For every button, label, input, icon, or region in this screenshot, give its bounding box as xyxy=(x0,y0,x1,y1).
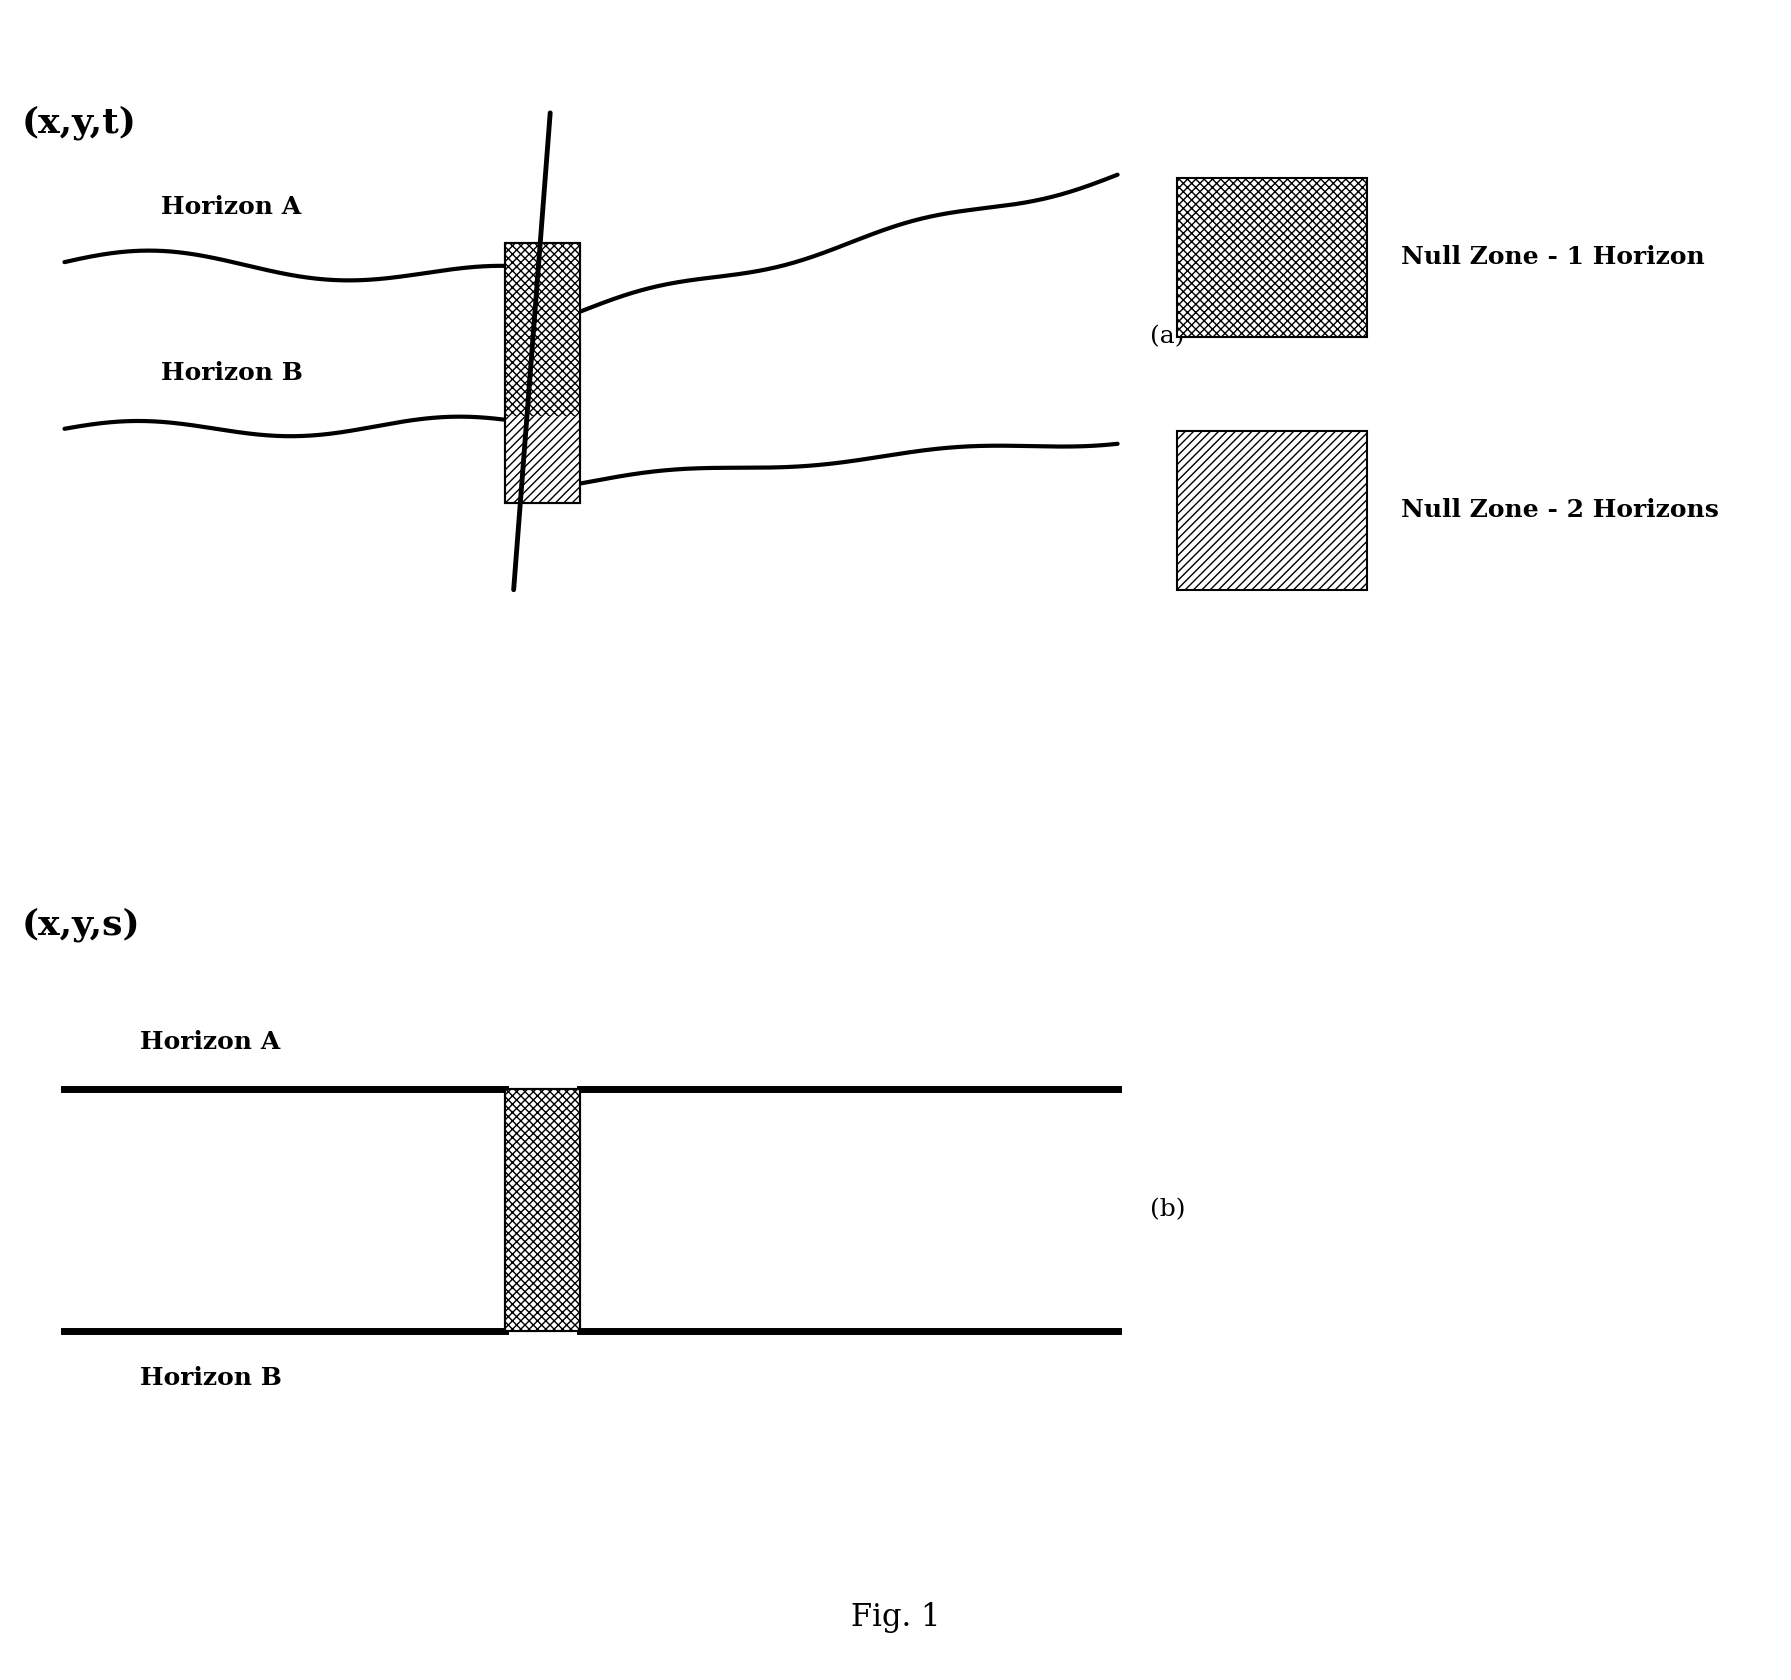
Bar xyxy=(1177,178,1367,336)
Text: Null Zone - 2 Horizons: Null Zone - 2 Horizons xyxy=(1401,499,1719,522)
Bar xyxy=(505,244,580,502)
Text: (x,y,s): (x,y,s) xyxy=(21,907,140,942)
Text: Horizon B: Horizon B xyxy=(161,361,303,385)
Bar xyxy=(505,417,580,502)
Text: Null Zone - 1 Horizon: Null Zone - 1 Horizon xyxy=(1401,245,1705,269)
Text: Horizon A: Horizon A xyxy=(140,1030,279,1053)
Text: (b): (b) xyxy=(1150,1198,1186,1221)
Bar xyxy=(505,1089,580,1331)
Bar xyxy=(505,244,580,417)
Bar xyxy=(505,1089,580,1331)
Bar xyxy=(1177,430,1367,590)
Bar xyxy=(505,1089,580,1331)
Text: Horizon A: Horizon A xyxy=(161,195,301,218)
Text: Horizon B: Horizon B xyxy=(140,1366,281,1389)
Bar xyxy=(505,244,580,502)
Text: Fig. 1: Fig. 1 xyxy=(851,1603,940,1633)
Text: (x,y,t): (x,y,t) xyxy=(21,106,136,139)
Text: (a): (a) xyxy=(1150,326,1184,348)
